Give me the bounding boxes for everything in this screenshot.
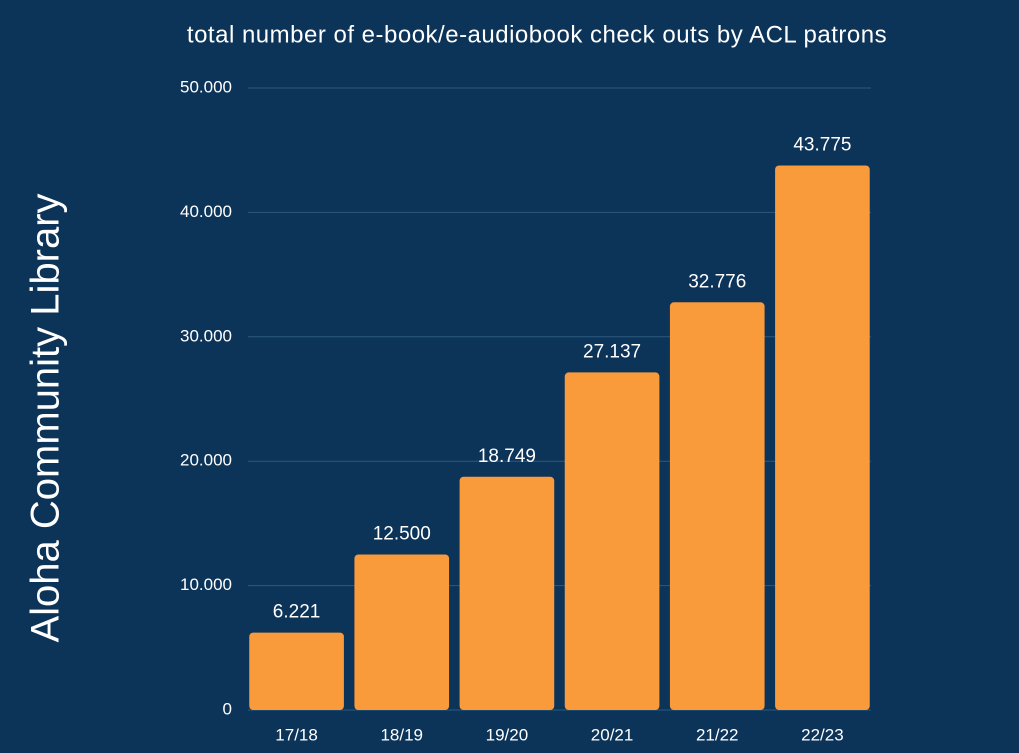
value-label: 43.775 (793, 134, 851, 155)
x-tick-label: 17/18 (275, 725, 318, 744)
bar (669, 302, 765, 710)
value-label: 6.221 (273, 602, 321, 623)
chart-title: total number of e-book/e-audiobook check… (187, 21, 887, 48)
y-tick-label: 50.000 (180, 77, 232, 96)
bar (249, 632, 344, 710)
x-tick-label: 19/20 (486, 725, 529, 744)
value-label: 32.776 (688, 271, 746, 292)
value-label: 27.137 (583, 341, 641, 362)
value-label: 12.500 (373, 524, 431, 545)
y-tick-label: 20.000 (180, 451, 232, 470)
x-tick-label: 20/21 (591, 725, 634, 744)
y-tick-label: 40.000 (180, 202, 232, 221)
x-tick-label: 22/23 (801, 725, 844, 744)
y-tick-label: 0 (223, 699, 232, 718)
x-tick-label: 21/22 (696, 725, 739, 744)
bar (354, 554, 450, 710)
bar (459, 476, 555, 710)
value-label: 18.749 (478, 446, 536, 467)
x-tick-label: 18/19 (380, 725, 423, 744)
y-tick-label: 10.000 (180, 575, 232, 594)
bar (564, 372, 660, 710)
bar (775, 165, 870, 711)
y-tick-label: 30.000 (180, 326, 232, 345)
side-label: Aloha Community Library (24, 193, 68, 642)
